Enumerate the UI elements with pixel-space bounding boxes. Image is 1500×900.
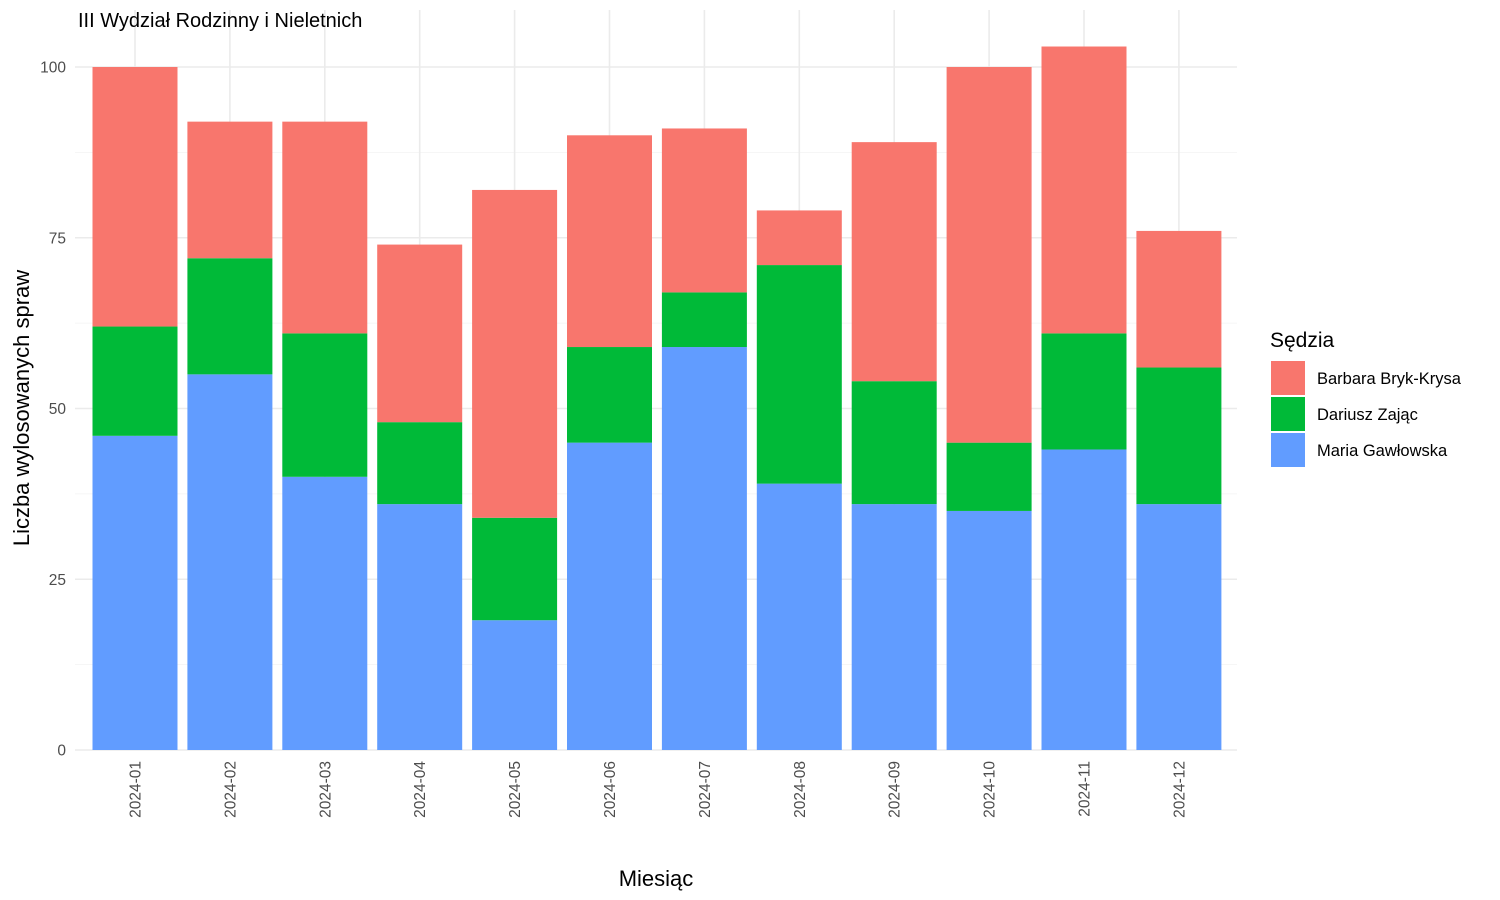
legend-label: Dariusz Zając (1317, 406, 1418, 424)
x-tick-label: 2024-03 (317, 761, 334, 818)
bar-segment (282, 333, 368, 477)
y-tick-label: 50 (49, 401, 67, 418)
bar-segment (472, 620, 558, 750)
x-tick-label: 2024-02 (222, 761, 239, 818)
legend-swatch (1271, 397, 1305, 431)
bar-segment (282, 476, 368, 750)
bar-segment (187, 121, 273, 259)
bar-segment (92, 67, 178, 327)
bar-segment (92, 326, 178, 436)
x-tick-label: 2024-12 (1171, 761, 1188, 818)
legend-label: Barbara Bryk-Krysa (1317, 370, 1462, 388)
legend-swatch (1271, 361, 1305, 395)
legend-swatch (1271, 433, 1305, 467)
bar-segment (851, 504, 937, 750)
bar-segment (187, 374, 273, 750)
bar-segment (661, 292, 747, 348)
bars (92, 46, 1222, 750)
legend: Sędzia Barbara Bryk-Krysa Dariusz Zając Ma… (1270, 329, 1462, 467)
bar-segment (851, 142, 937, 382)
x-tick-label: 2024-09 (887, 761, 904, 818)
bar-segment (187, 258, 273, 375)
x-axis-title: Miesiąc (619, 866, 694, 891)
bar-segment (1136, 367, 1222, 505)
bar-segment (756, 210, 842, 266)
legend-title: Sędzia (1270, 329, 1335, 352)
legend-label: Maria Gawłowska (1317, 442, 1448, 460)
x-tick-label: 2024-04 (412, 761, 429, 818)
bar-segment (282, 121, 368, 334)
y-tick-label: 75 (49, 230, 66, 247)
x-tick-label: 2024-08 (792, 761, 809, 818)
bar-segment (851, 381, 937, 505)
bar-segment (1041, 449, 1127, 750)
x-tick-label: 2024-07 (697, 761, 714, 818)
bar-segment (1136, 230, 1222, 368)
bar-segment (756, 265, 842, 484)
x-tick-label: 2024-10 (982, 761, 999, 818)
bar-segment (661, 128, 747, 293)
x-tick-label: 2024-11 (1077, 761, 1094, 817)
x-tick-label: 2024-01 (128, 761, 145, 818)
y-tick-label: 25 (49, 572, 66, 589)
x-tick-label: 2024-05 (507, 761, 524, 818)
bar-segment (756, 483, 842, 750)
chart-title: III Wydział Rodzinny i Nieletnich (78, 10, 362, 32)
bar-segment (1041, 333, 1127, 450)
bar-segment (946, 510, 1032, 750)
y-tick-label: 0 (57, 743, 66, 760)
bar-segment (92, 435, 178, 750)
bar-segment (377, 422, 463, 505)
bar-segment (567, 347, 652, 443)
bar-segment (567, 442, 652, 750)
bar-segment (1136, 504, 1222, 750)
bar-segment (1041, 46, 1127, 334)
axis-ticks: 0 25 50 75 100 2024-01 2024-02 2024-03 2024-04 20… (40, 60, 1188, 818)
bar-segment (661, 347, 747, 750)
bar-segment (472, 189, 558, 518)
bar-segment (567, 135, 652, 348)
bar-segment (946, 442, 1032, 511)
bar-segment (377, 244, 463, 423)
bar-segment (377, 504, 463, 750)
bar-segment (946, 67, 1032, 443)
x-tick-label: 2024-06 (602, 761, 619, 818)
y-tick-label: 100 (40, 60, 66, 77)
y-axis-title: Liczba wylosowanych spraw (9, 270, 34, 546)
bar-segment (472, 517, 558, 621)
